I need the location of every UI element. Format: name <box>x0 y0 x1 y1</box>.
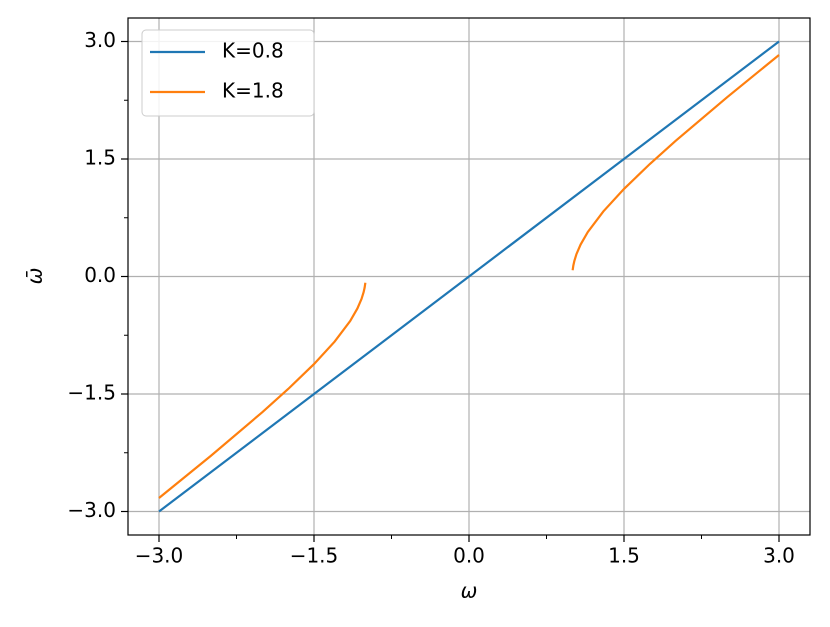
legend-label: K=0.8 <box>222 39 284 63</box>
x-tick-label: −3.0 <box>135 544 184 568</box>
x-tick-label: 1.5 <box>608 544 640 568</box>
y-tick-label: −1.5 <box>67 381 116 405</box>
x-tick-label: −1.5 <box>290 544 339 568</box>
y-tick-label: 0.0 <box>84 263 116 287</box>
legend-label: K=1.8 <box>222 79 284 103</box>
y-axis-label: ω̄ <box>23 268 47 285</box>
y-tick-label: 1.5 <box>84 146 116 170</box>
x-tick-label: 3.0 <box>763 544 795 568</box>
line <box>158 54 780 499</box>
line <box>158 40 780 513</box>
y-tick-label: −3.0 <box>67 498 116 522</box>
x-axis-label: ω <box>461 579 478 603</box>
plot-frame <box>127 17 811 536</box>
x-tick-label: 0.0 <box>453 544 485 568</box>
y-tick-label: 3.0 <box>84 28 116 52</box>
